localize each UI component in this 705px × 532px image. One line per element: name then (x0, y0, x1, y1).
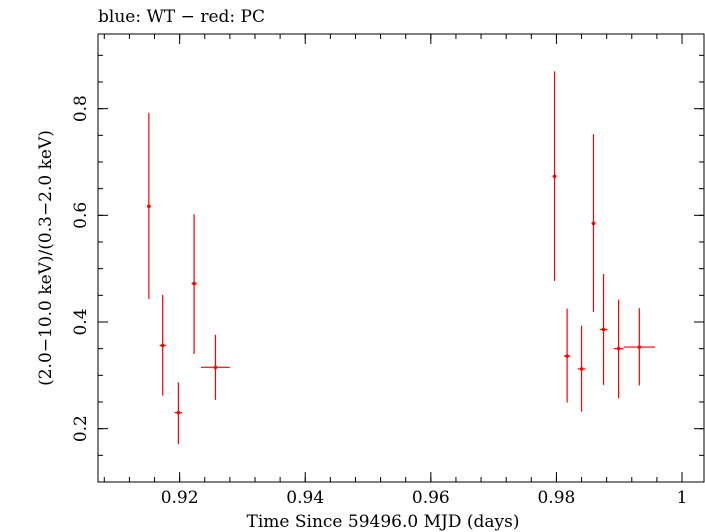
point-marker (616, 346, 621, 351)
x-tick-label: 1 (677, 488, 688, 508)
y-tick-label: 0.6 (71, 202, 91, 229)
data-point (563, 308, 571, 403)
x-axis-label: Time Since 59496.0 MJD (days) (247, 512, 520, 532)
data-point (591, 134, 596, 312)
data-point (191, 214, 197, 354)
point-marker (147, 204, 151, 209)
point-marker (160, 343, 165, 348)
data-point (174, 382, 183, 445)
data-point (159, 294, 166, 396)
y-tick-label: 0.4 (71, 308, 91, 335)
x-tick-label: 0.98 (537, 488, 575, 508)
point-marker (192, 281, 196, 286)
y-axis-label: (2.0−10.0 keV)/(0.3−2.0 keV) (36, 130, 56, 386)
x-tick-label: 0.96 (412, 488, 450, 508)
data-point (599, 274, 608, 385)
point-marker (213, 365, 218, 370)
data-points (146, 71, 656, 445)
point-marker (637, 345, 642, 349)
chart-title: blue: WT − red: PC (98, 7, 265, 27)
point-marker (601, 327, 606, 332)
point-marker (579, 367, 584, 371)
data-point (577, 325, 586, 412)
data-point (200, 334, 230, 400)
x-tick-label: 0.92 (161, 488, 199, 508)
y-axis: 0.2 0.4 0.6 0.8 (71, 54, 704, 483)
plot-frame (97, 33, 705, 483)
data-point (552, 71, 557, 281)
data-point (613, 299, 624, 399)
data-point (146, 112, 151, 300)
x-axis: 0.92 0.94 0.96 0.98 1 (103, 34, 688, 508)
y-tick-label: 0.2 (71, 415, 91, 442)
data-point (623, 308, 656, 386)
y-tick-label: 0.8 (71, 95, 91, 122)
point-marker (591, 221, 596, 226)
point-marker (552, 174, 557, 179)
x-tick-label: 0.94 (286, 488, 324, 508)
point-marker (176, 410, 181, 415)
point-marker (565, 354, 569, 358)
